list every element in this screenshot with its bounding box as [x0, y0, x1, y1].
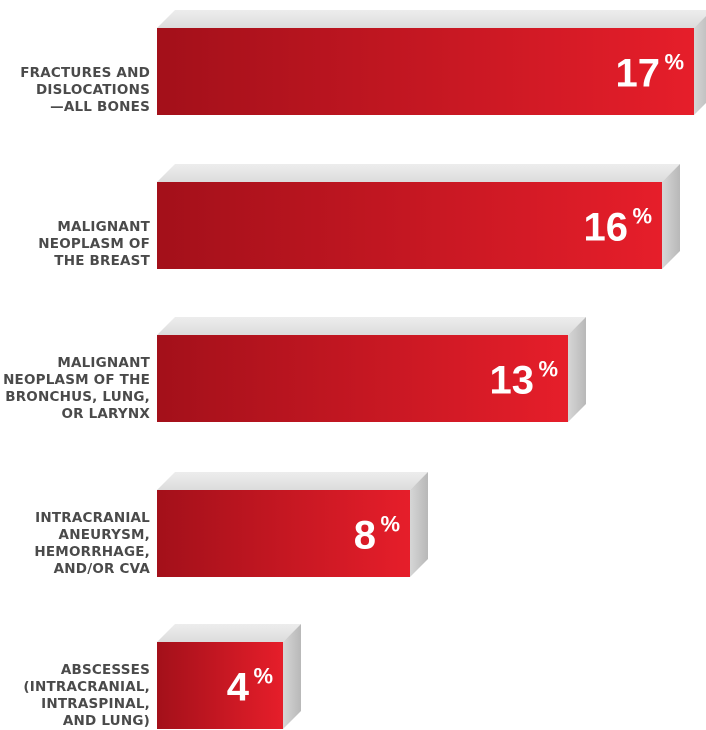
- bar: [157, 642, 283, 729]
- category-label: ABSCESSES (INTRACRANIAL, INTRASPINAL, AND L…: [23, 662, 150, 729]
- bar-row: %17 FRACTURES AND DISLOCATIONS —ALL BONES: [20, 10, 706, 115]
- bar: [157, 490, 410, 577]
- category-label: FRACTURES AND DISLOCATIONS —ALL BONES: [20, 65, 150, 115]
- bar-side-face: [568, 317, 586, 422]
- bar: [157, 335, 568, 422]
- bar-side-face: [662, 164, 680, 269]
- bar: [157, 28, 694, 115]
- bar-top-face: [157, 624, 301, 642]
- category-label-line: THE BREAST: [54, 253, 150, 269]
- category-label: MALIGNANT NEOPLASM OF THE BREAST: [38, 219, 150, 269]
- bar-row: %13 MALIGNANT NEOPLASM OF THE BRONCHUS, LUN…: [3, 317, 586, 422]
- bar-value-unit: %: [380, 512, 400, 537]
- category-label-line: AND/OR CVA: [54, 561, 151, 577]
- category-label-line: (INTRACRANIAL,: [23, 679, 150, 695]
- category-label: MALIGNANT NEOPLASM OF THE BRONCHUS, LUNG, O…: [3, 355, 151, 422]
- category-label-line: NEOPLASM OF THE: [3, 372, 150, 388]
- category-label-line: ABSCESSES: [61, 662, 150, 678]
- category-label-line: —ALL BONES: [50, 99, 150, 115]
- bar-top-face: [157, 472, 428, 490]
- category-label-line: HEMORRHAGE,: [34, 544, 150, 560]
- category-label-line: OR LARYNX: [61, 406, 150, 422]
- category-label-line: INTRASPINAL,: [41, 696, 150, 712]
- bar-top-face: [157, 317, 586, 335]
- bar-side-face: [694, 16, 706, 115]
- bar-side-face: [283, 624, 301, 729]
- category-label-line: DISLOCATIONS: [36, 82, 150, 98]
- bar-value-unit: %: [632, 204, 652, 229]
- category-label-line: MALIGNANT: [57, 219, 150, 235]
- category-label-line: FRACTURES AND: [20, 65, 150, 81]
- bar-top-face: [157, 164, 680, 182]
- category-label: INTRACRANIAL ANEURYSM, HEMORRHAGE, AND/OR C…: [34, 510, 150, 577]
- bar-value-label: 8: [354, 514, 376, 558]
- category-label-line: ANEURYSM,: [59, 527, 150, 543]
- category-label-line: INTRACRANIAL: [35, 510, 150, 526]
- bar-value-unit: %: [538, 357, 558, 382]
- category-label-line: BRONCHUS, LUNG,: [5, 389, 150, 405]
- category-label-line: AND LUNG): [63, 713, 150, 729]
- bar-value-label: 16: [584, 206, 629, 250]
- bar-value-unit: %: [664, 50, 684, 75]
- bar-value-unit: %: [253, 664, 273, 689]
- bar-top-face: [157, 10, 706, 28]
- bar-side-face: [410, 472, 428, 577]
- bar-value-label: 17: [616, 52, 661, 96]
- bar-row: %4 ABSCESSES (INTRACRANIAL, INTRASPINAL, AND…: [23, 624, 301, 729]
- category-label-line: MALIGNANT: [57, 355, 150, 371]
- bar-row: %8 INTRACRANIAL ANEURYSM, HEMORRHAGE, AND/OR…: [34, 472, 428, 577]
- category-label-line: NEOPLASM OF: [38, 236, 150, 252]
- bar: [157, 182, 662, 269]
- bar-value-label: 13: [490, 359, 535, 403]
- bar-value-label: 4: [227, 666, 250, 710]
- bar-row: %16 MALIGNANT NEOPLASM OF THE BREAST: [38, 164, 680, 269]
